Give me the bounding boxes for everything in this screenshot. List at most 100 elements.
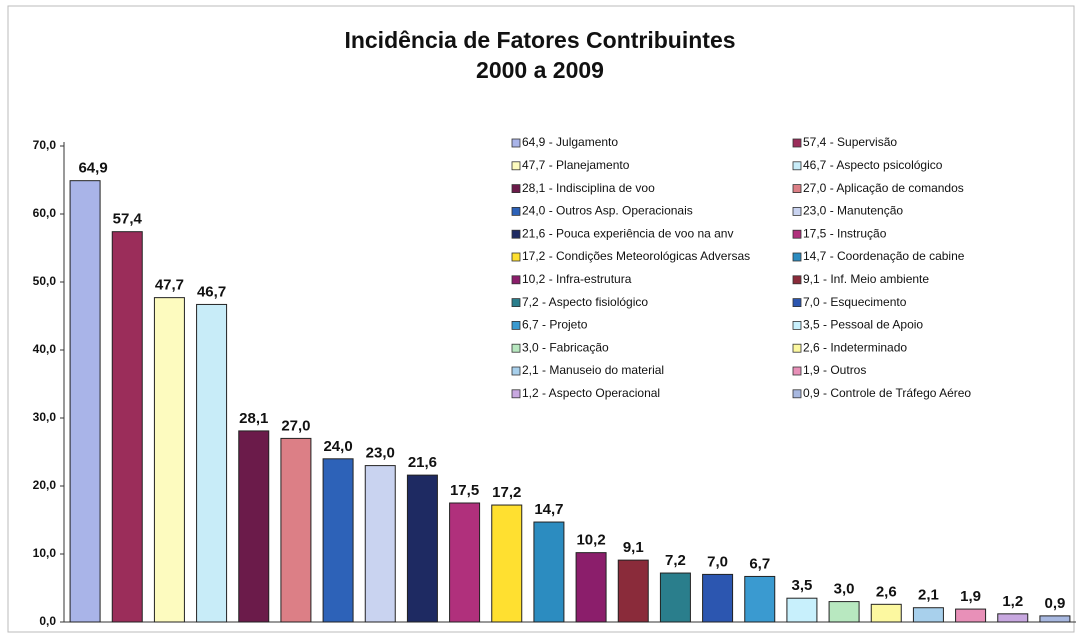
legend-swatch	[511, 389, 521, 399]
legend-label: 0,9 - Controle de Tráfego Aéreo	[803, 386, 971, 400]
bar	[238, 430, 270, 623]
y-tick-label: 20,0	[33, 478, 57, 492]
data-label: 47,7	[155, 277, 184, 294]
bar	[912, 607, 944, 623]
legend-swatch	[792, 298, 802, 308]
bar	[617, 559, 649, 623]
legend-swatch	[511, 138, 521, 148]
legend-label: 2,6 - Indeterminado	[803, 340, 907, 354]
legend-label: 28,1 - Indisciplina de voo	[522, 181, 655, 195]
data-label: 17,5	[450, 482, 479, 499]
bar	[786, 597, 818, 623]
data-label: 1,9	[960, 588, 981, 605]
legend-label: 17,5 - Instrução	[803, 226, 887, 240]
data-label: 21,6	[408, 454, 437, 471]
legend-swatch	[792, 206, 802, 216]
bar	[828, 601, 860, 623]
data-label: 7,2	[665, 552, 686, 569]
legend-swatch	[792, 389, 802, 399]
data-label: 46,7	[197, 283, 226, 300]
legend-label: 6,7 - Projeto	[522, 318, 588, 332]
legend-swatch	[792, 275, 802, 285]
legend-label: 3,0 - Fabricação	[522, 340, 609, 354]
legend-label: 64,9 - Julgamento	[522, 135, 618, 149]
legend-swatch	[511, 298, 521, 308]
legend-swatch	[792, 229, 802, 239]
bar	[997, 613, 1029, 623]
data-label: 10,2	[576, 532, 605, 549]
bar	[364, 465, 396, 623]
data-label: 6,7	[749, 555, 770, 572]
data-label: 7,0	[707, 553, 728, 570]
data-label: 0,9	[1044, 595, 1065, 612]
legend-swatch	[511, 161, 521, 171]
legend-swatch	[511, 275, 521, 285]
y-tick-label: 0,0	[39, 614, 56, 628]
bar	[322, 458, 354, 623]
legend-swatch	[511, 229, 521, 239]
legend-label: 2,1 - Manuseio do material	[522, 363, 664, 377]
data-label: 23,0	[366, 445, 395, 462]
legend-label: 57,4 - Supervisão	[803, 135, 897, 149]
legend-swatch	[511, 206, 521, 216]
data-label: 3,5	[791, 577, 812, 594]
legend-swatch	[511, 366, 521, 376]
legend-label: 47,7 - Planejamento	[522, 158, 630, 172]
data-label: 64,9	[78, 160, 107, 177]
legend-label: 24,0 - Outros Asp. Operacionais	[522, 204, 693, 218]
legend-swatch	[792, 161, 802, 171]
bar	[196, 303, 228, 623]
y-tick-label: 10,0	[33, 546, 57, 560]
legend-label: 1,2 - Aspecto Operacional	[522, 386, 660, 400]
bar	[491, 504, 523, 623]
bar	[1039, 615, 1071, 623]
data-label: 3,0	[834, 581, 855, 598]
legend-swatch	[511, 343, 521, 353]
data-label: 27,0	[281, 417, 310, 434]
legend-swatch	[511, 184, 521, 194]
data-label: 28,1	[239, 410, 268, 427]
data-label: 1,2	[1002, 593, 1023, 610]
chart-subtitle: 2000 a 2009	[476, 57, 604, 83]
legend-label: 21,6 - Pouca experiência de voo na anv	[522, 226, 733, 240]
legend-label: 23,0 - Manutenção	[803, 204, 903, 218]
data-label: 2,6	[876, 583, 897, 600]
bar	[449, 502, 481, 623]
y-tick-label: 70,0	[33, 138, 57, 152]
legend-label: 1,9 - Outros	[803, 363, 866, 377]
data-label: 57,4	[113, 211, 143, 228]
data-label: 14,7	[534, 501, 563, 518]
bar	[575, 552, 607, 623]
bar	[702, 573, 734, 623]
bar	[955, 608, 987, 623]
legend-label: 10,2 - Infra-estrutura	[522, 272, 632, 286]
bar	[533, 521, 565, 623]
bar	[659, 572, 691, 623]
chart-title: Incidência de Fatores Contribuintes	[344, 27, 735, 53]
bar	[744, 575, 776, 623]
y-tick-label: 60,0	[33, 206, 57, 220]
legend-swatch	[792, 320, 802, 330]
bar	[111, 231, 143, 623]
legend-label: 17,2 - Condições Meteorológicas Adversas	[522, 249, 750, 263]
bar	[280, 437, 312, 623]
legend-swatch	[792, 138, 802, 148]
legend-label: 9,1 - Inf. Meio ambiente	[803, 272, 929, 286]
bar	[69, 180, 101, 623]
legend-swatch	[511, 320, 521, 330]
legend-swatch	[792, 184, 802, 194]
legend-label: 7,2 - Aspecto fisiológico	[522, 295, 648, 309]
y-tick-label: 40,0	[33, 342, 57, 356]
data-label: 24,0	[323, 438, 352, 455]
legend-label: 46,7 - Aspecto psicológico	[803, 158, 943, 172]
y-tick-label: 50,0	[33, 274, 57, 288]
bar	[153, 297, 185, 623]
legend-swatch	[792, 252, 802, 262]
data-label: 2,1	[918, 587, 939, 604]
legend-label: 14,7 - Coordenação de cabine	[803, 249, 965, 263]
legend-label: 7,0 - Esquecimento	[803, 295, 907, 309]
legend-swatch	[792, 366, 802, 376]
legend-swatch	[792, 343, 802, 353]
legend-label: 27,0 - Aplicação de comandos	[803, 181, 964, 195]
